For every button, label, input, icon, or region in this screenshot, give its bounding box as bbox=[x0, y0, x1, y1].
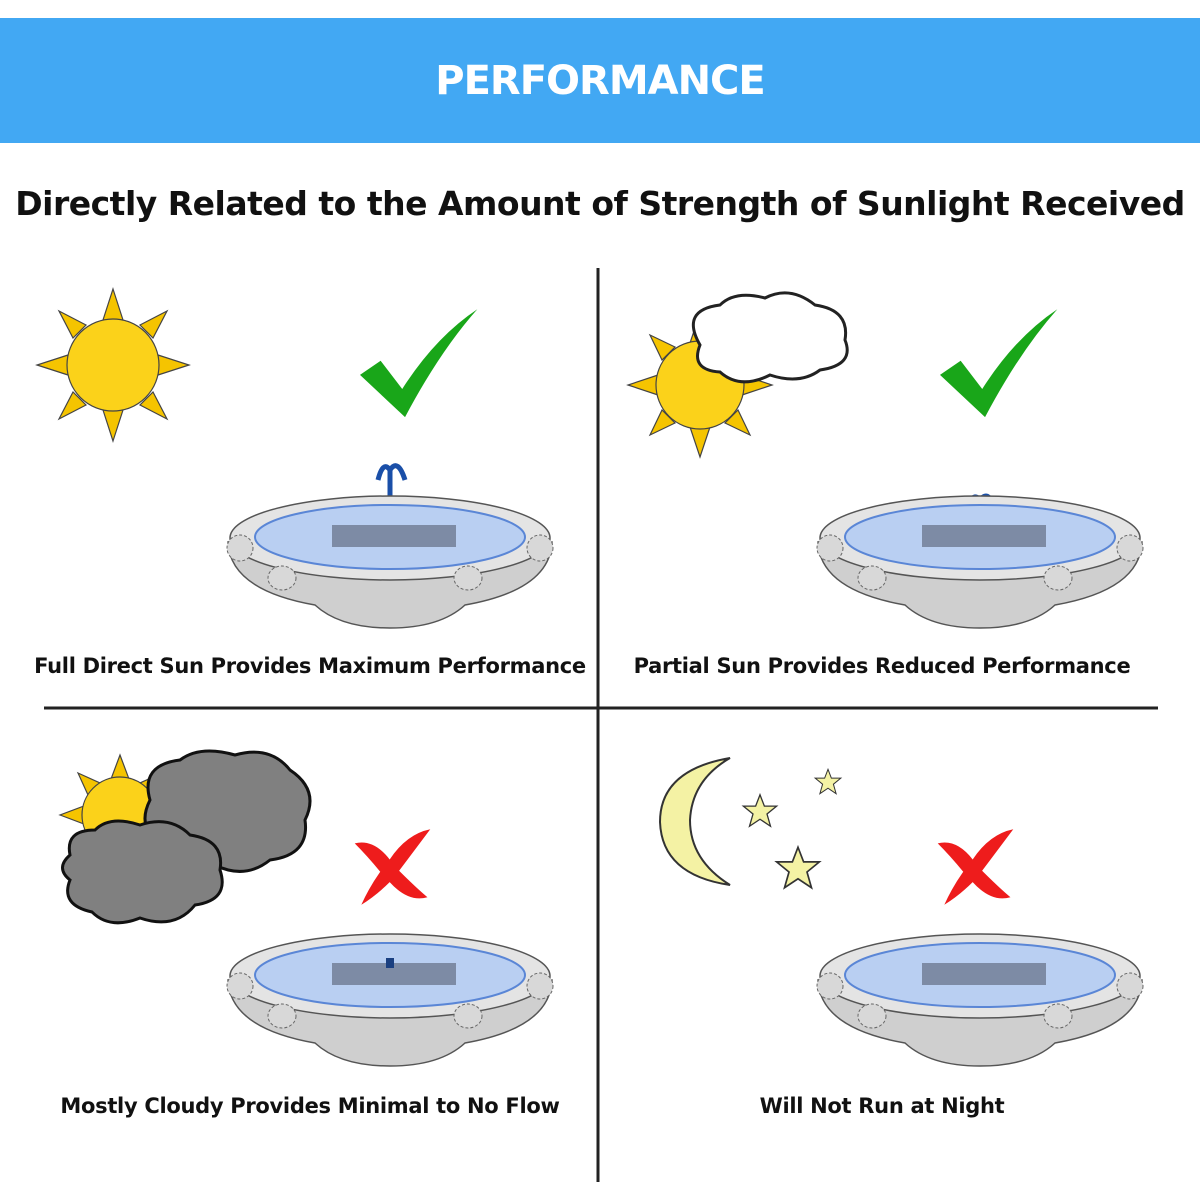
fountain-full-flow bbox=[226, 463, 554, 629]
checkmark-icon bbox=[940, 309, 1058, 418]
caption-mostly-cloudy: Mostly Cloudy Provides Minimal to No Flo… bbox=[60, 1094, 560, 1118]
checkmark-icon bbox=[360, 309, 478, 418]
fountain-no-flow bbox=[226, 933, 554, 1067]
caption-partial-sun: Partial Sun Provides Reduced Performance bbox=[633, 654, 1131, 678]
moon-and-stars-icon bbox=[658, 757, 842, 889]
x-mark-icon bbox=[937, 829, 1014, 905]
caption-full-sun: Full Direct Sun Provides Maximum Perform… bbox=[34, 654, 586, 678]
caption-night: Will Not Run at Night bbox=[759, 1094, 1005, 1118]
dark-clouds-icon bbox=[58, 749, 312, 925]
fountain-reduced-flow bbox=[816, 493, 1144, 629]
page-title: PERFORMANCE bbox=[435, 57, 765, 104]
sun-behind-cloud-icon bbox=[626, 291, 849, 459]
fountain-no-flow bbox=[816, 933, 1144, 1067]
header-banner: PERFORMANCE bbox=[0, 18, 1200, 143]
x-mark-icon bbox=[354, 829, 431, 905]
subtitle: Directly Related to the Amount of Streng… bbox=[15, 184, 1185, 223]
sun-icon bbox=[35, 287, 191, 443]
